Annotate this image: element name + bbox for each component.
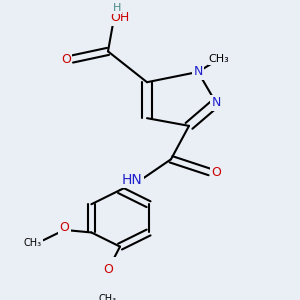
Text: O: O	[59, 221, 69, 234]
Text: CH₃: CH₃	[99, 294, 117, 300]
Text: O: O	[211, 166, 221, 178]
Text: CH₃: CH₃	[24, 238, 42, 248]
Text: N: N	[193, 65, 203, 78]
Text: O: O	[61, 52, 71, 66]
Text: N: N	[211, 96, 221, 109]
Text: HN: HN	[122, 173, 142, 187]
Text: O: O	[103, 263, 113, 276]
Text: OH: OH	[110, 11, 130, 25]
Text: CH₃: CH₃	[208, 54, 230, 64]
Text: H: H	[113, 3, 121, 13]
